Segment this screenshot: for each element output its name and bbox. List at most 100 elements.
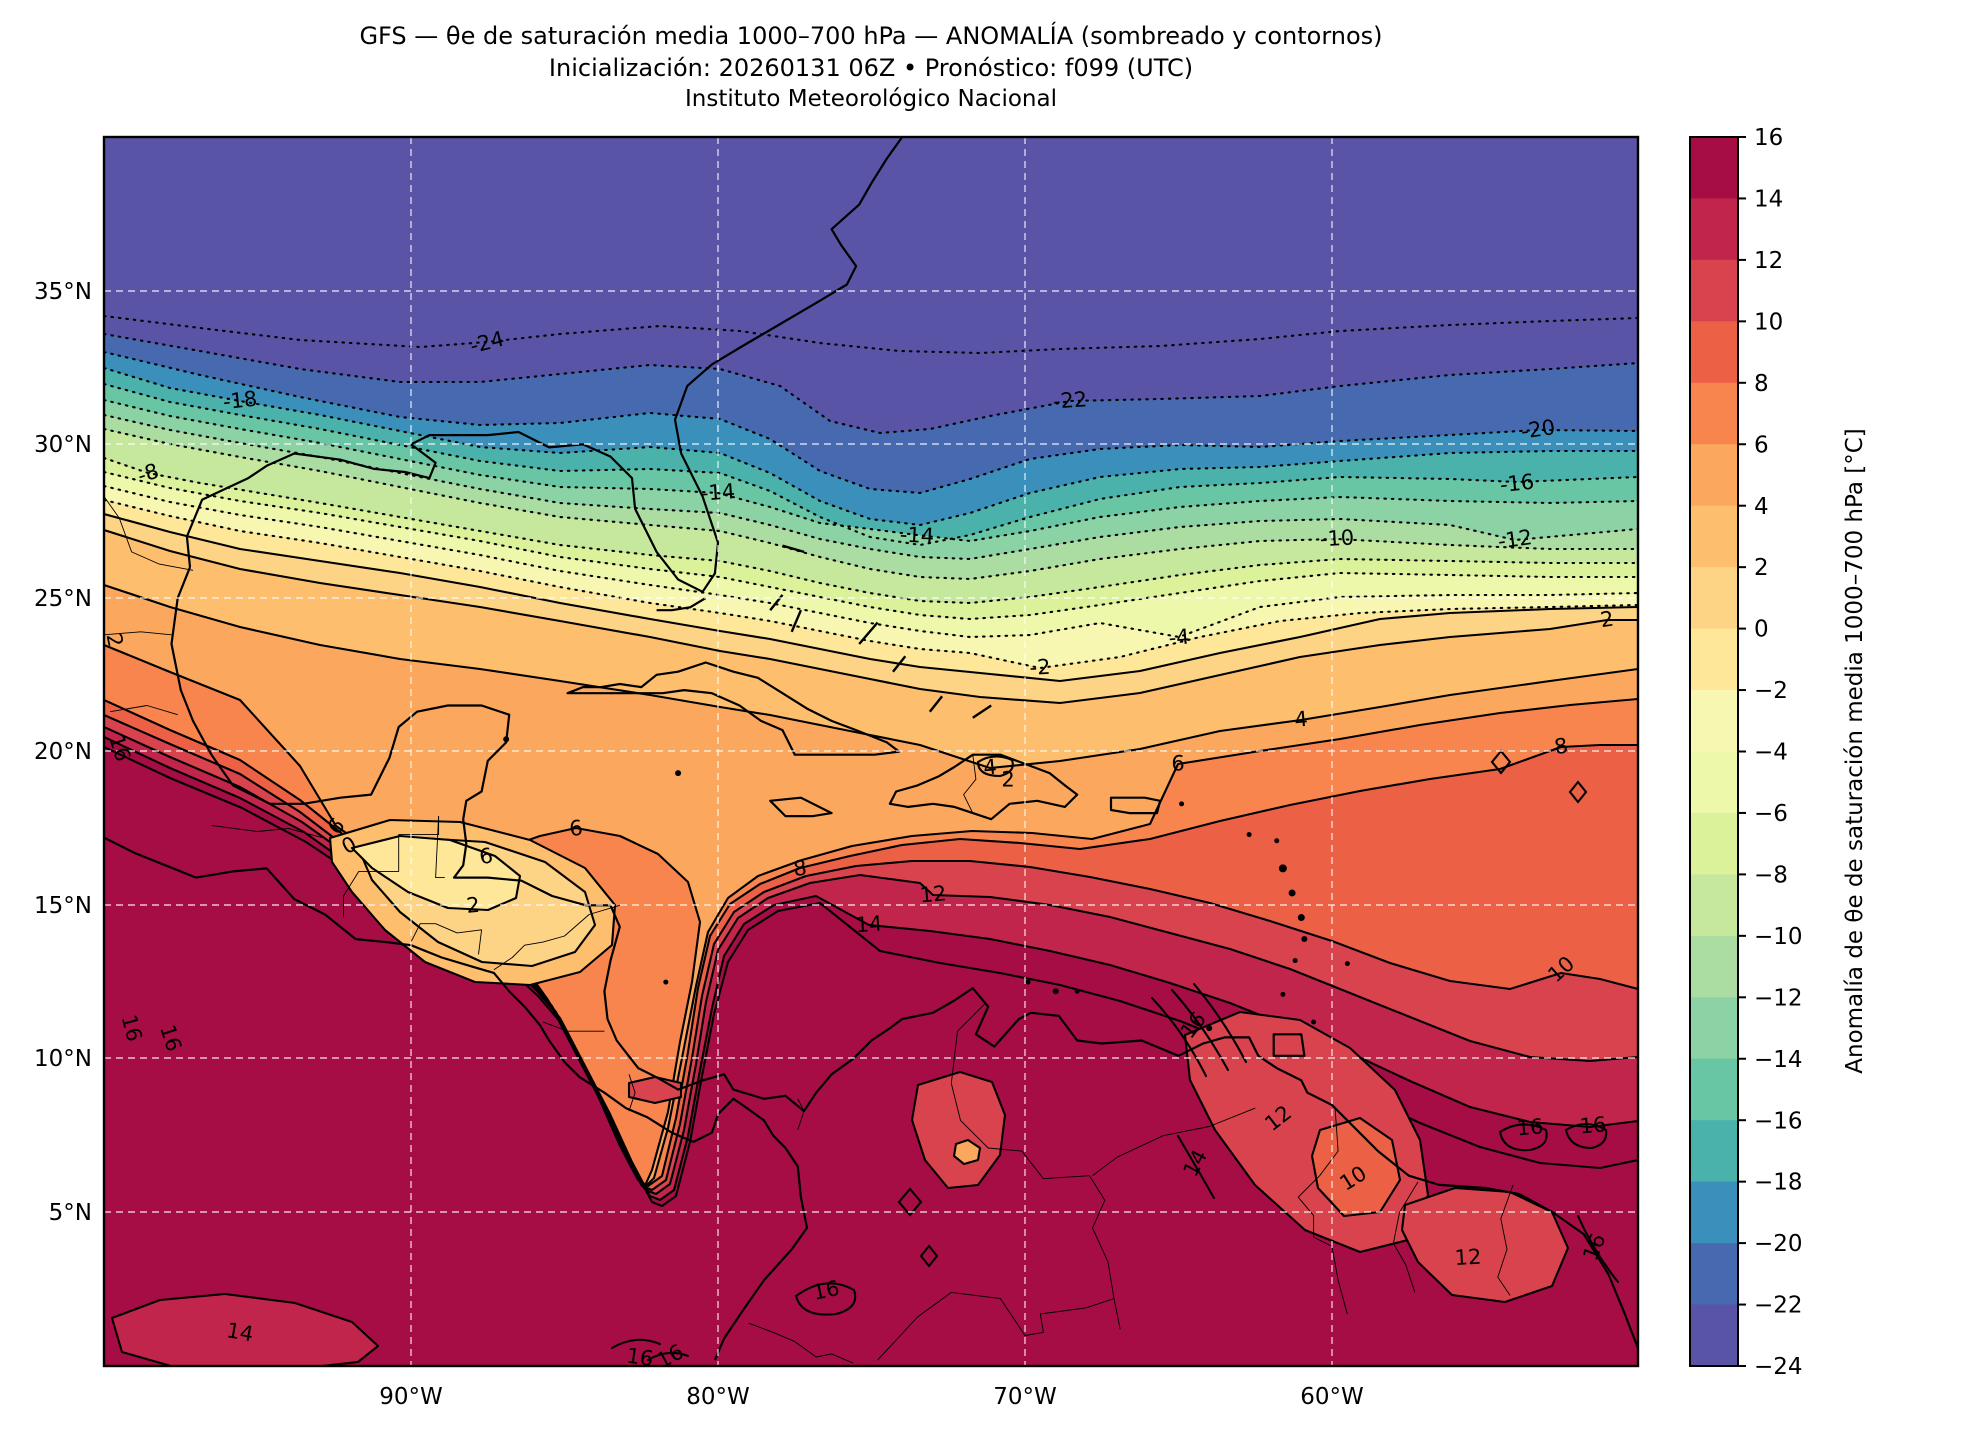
closed-contour-0	[794, 1282, 857, 1316]
colorbar-tick-label-12: 12	[1754, 248, 1783, 274]
colorbar-tick-label--16: −16	[1754, 1108, 1803, 1134]
coastline-jamaica	[769, 796, 833, 818]
coastline-puerto-rico	[1109, 796, 1162, 815]
band--6--4	[104, 472, 1638, 637]
island-segment-4	[892, 655, 907, 673]
lon-tick-60°W: 60°W	[1300, 1384, 1364, 1410]
contour-label--20-2: -20	[1519, 415, 1556, 444]
island-dot-17	[503, 736, 510, 743]
band--14--12	[104, 400, 1638, 559]
island-dot-7	[1344, 961, 1350, 967]
border-line-6	[542, 1021, 605, 1032]
band--2-0	[104, 500, 1638, 681]
lon-tick-80°W: 80°W	[686, 1384, 750, 1410]
colorbar-tick-label--6: −6	[1754, 801, 1788, 827]
colorbar-tick-label--18: −18	[1754, 1170, 1803, 1196]
island-segment-6	[972, 704, 992, 719]
contour-line--20	[104, 350, 1638, 495]
colorbar-tick-label--10: −10	[1754, 924, 1803, 950]
band--8--6	[104, 458, 1638, 619]
band-10-12	[104, 715, 1638, 1194]
border-line-18	[211, 824, 323, 839]
colorbar-band-13	[1690, 505, 1738, 568]
contour-label--22-1: -22	[1052, 387, 1088, 413]
band-8-10	[104, 700, 1638, 1190]
gridlines	[104, 137, 1638, 1366]
closed-contour-2	[1564, 1122, 1608, 1150]
contour-line--22	[104, 332, 1638, 435]
patch-pacific-14-dip	[110, 1292, 380, 1366]
contour-line--24	[104, 314, 1638, 355]
coastline-hispaniola	[888, 753, 1079, 821]
closed-contour-11	[976, 755, 1014, 778]
contour-line--16	[104, 382, 1638, 547]
patch-guyana-12-dip	[1400, 1186, 1570, 1304]
coastline-pacific-coast	[104, 836, 809, 1361]
colorbar-band-10	[1690, 690, 1738, 753]
band--10--8	[104, 429, 1638, 603]
contour-label--4-10: -4	[1168, 624, 1191, 650]
colorbar-tick-label-8: 8	[1754, 371, 1769, 397]
patch-panama-12-spot	[627, 1075, 683, 1105]
field-overflow	[104, 747, 1638, 1366]
band-4-6	[104, 585, 1638, 1188]
band-0-2	[104, 514, 1638, 703]
lat-tick-30°N: 30°N	[34, 432, 92, 458]
contour-label-16-37: 16	[625, 1344, 655, 1371]
colorbar-tick-label--2: −2	[1754, 678, 1788, 704]
contour-line-4	[104, 584, 1638, 770]
patch-maracaibo-12-dip	[910, 1070, 1007, 1190]
colorbar-band-5	[1690, 997, 1738, 1060]
contour-line-2	[104, 528, 1638, 705]
closed-contour-10	[1176, 1134, 1216, 1200]
island-dot-14	[1179, 801, 1185, 807]
contour-label-12-29: 12	[1454, 1245, 1482, 1270]
band-6-8	[104, 645, 1638, 1188]
closed-contour-8	[1568, 780, 1588, 804]
closed-contour-1	[1498, 1123, 1548, 1152]
island-dot-5	[1292, 958, 1298, 964]
contour-line-0	[104, 512, 1638, 683]
colorbar-band-7	[1690, 874, 1738, 937]
border-line-5	[493, 904, 620, 971]
contour-label-8-23: 8	[792, 856, 808, 881]
closed-contour-3	[1150, 982, 1248, 1078]
colorbar-tick-label-6: 6	[1754, 432, 1769, 458]
colorbar-tick-label-16: 16	[1754, 125, 1783, 151]
band--12--10	[104, 415, 1638, 579]
colorbar-band-14	[1690, 444, 1738, 507]
colorbar-tick-label-14: 14	[1754, 187, 1783, 213]
contour-label-16-36: 16	[811, 1276, 842, 1305]
contour-label-4-16: 4	[982, 755, 997, 780]
border-line-14	[877, 1291, 1115, 1361]
colorbar-band-8	[1690, 812, 1738, 875]
contour-label-6-20: 6	[477, 843, 494, 869]
contour-label-6-22: 6	[1171, 751, 1184, 775]
border-line-12	[1497, 1184, 1514, 1296]
lat-tick-25°N: 25°N	[34, 586, 92, 612]
border-line-15	[963, 754, 977, 814]
contour-label--14-5: -14	[700, 479, 736, 505]
coastline-florida-keys	[656, 597, 707, 612]
border-line-8	[797, 1098, 805, 1130]
contour-label-2-15: 2	[465, 893, 480, 918]
contour-label-4-18: 4	[1293, 707, 1308, 732]
border-line-4	[435, 923, 483, 955]
island-dot-12	[1074, 988, 1080, 994]
map-frame	[102, 135, 1640, 1368]
closed-contour-7	[1490, 749, 1512, 775]
island-dot-9	[1206, 1025, 1213, 1032]
closed-contour-9	[1576, 1214, 1620, 1284]
colorbar: 16 14 12 10 8 6 4 2 0 −2 −4 −6 −8 −10 −12 −14 −16 −18 −20 −…	[1689, 125, 1803, 1380]
colorbar-tick-label-10: 10	[1754, 309, 1783, 335]
contour-label--16-4: -16	[1499, 470, 1536, 497]
island-segment-3	[858, 621, 879, 645]
lon-tick-90°W: 90°W	[379, 1384, 443, 1410]
colorbar-band-16	[1690, 321, 1738, 384]
contour-line--2	[104, 498, 1638, 670]
band--4--2	[104, 486, 1638, 668]
coastline-mexico-caribbean-southamerica	[170, 566, 1638, 1352]
closed-contour-4	[610, 1338, 690, 1362]
figure-org-line: Instituto Meteorológico Nacional	[685, 86, 1057, 112]
band--20--18	[104, 352, 1638, 525]
